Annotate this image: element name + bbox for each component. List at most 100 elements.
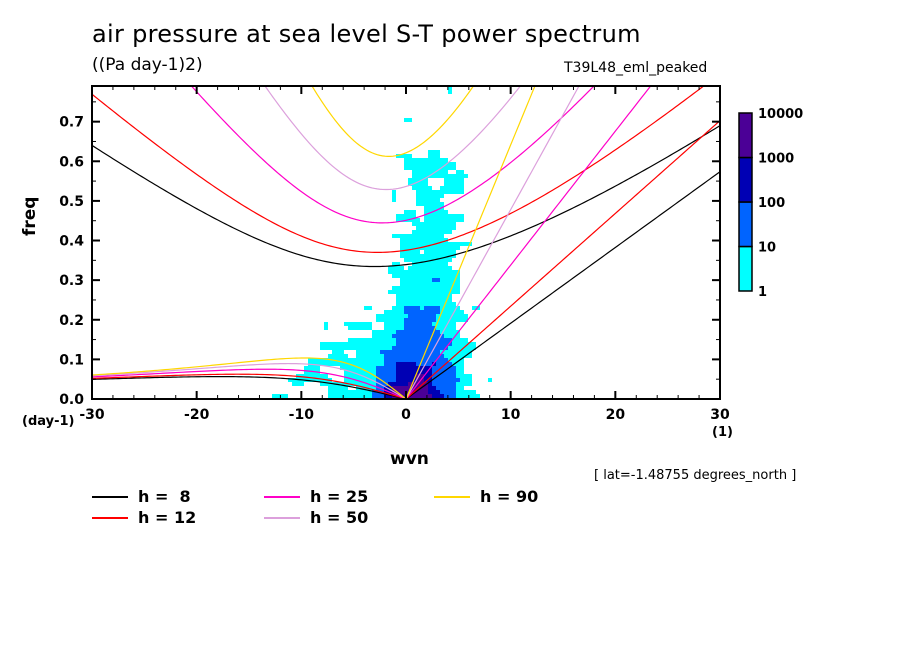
contour-cell	[420, 362, 424, 366]
y-tick-label: 0.2	[59, 313, 84, 329]
contour-cell	[416, 330, 420, 334]
contour-cell	[460, 366, 464, 370]
contour-cell	[328, 354, 332, 358]
contour-cell	[416, 338, 420, 342]
contour-cell	[464, 242, 468, 246]
contour-cell	[420, 274, 424, 278]
contour-cell	[408, 118, 412, 122]
contour-cell	[436, 322, 440, 326]
contour-cell	[420, 310, 424, 314]
contour-cell	[428, 314, 432, 318]
colorbar-segment	[738, 156, 753, 203]
contour-cell	[404, 258, 408, 262]
contour-cell	[400, 342, 404, 346]
contour-cell	[440, 234, 444, 238]
contour-cell	[388, 326, 392, 330]
contour-cell	[400, 294, 404, 298]
contour-cell	[404, 378, 408, 382]
contour-cell	[416, 254, 420, 258]
contour-cell	[440, 338, 444, 342]
contour-cell	[440, 194, 444, 198]
contour-cell	[452, 190, 456, 194]
contour-cell	[416, 234, 420, 238]
contour-cell	[424, 178, 428, 182]
contour-cell	[416, 190, 420, 194]
contour-cell	[456, 246, 460, 250]
contour-cell	[428, 170, 432, 174]
contour-cell	[452, 274, 456, 278]
contour-cell	[416, 294, 420, 298]
contour-cell	[448, 298, 452, 302]
contour-cell	[424, 358, 428, 362]
contour-cell	[424, 262, 428, 266]
contour-cell	[328, 390, 332, 394]
y-tick-label: 0.0	[59, 392, 84, 408]
contour-cell	[420, 370, 424, 374]
contour-cell	[448, 330, 452, 334]
contour-cell	[428, 358, 432, 362]
contour-cell	[408, 346, 412, 350]
contour-cell	[444, 254, 448, 258]
contour-cell	[448, 266, 452, 270]
contour-cell	[364, 378, 368, 382]
contour-cell	[400, 218, 404, 222]
contour-cell	[396, 326, 400, 330]
contour-cell	[348, 394, 352, 398]
contour-cell	[404, 346, 408, 350]
contour-cell	[444, 342, 448, 346]
contour-cell	[424, 374, 428, 378]
contour-cell	[396, 366, 400, 370]
contour-cell	[436, 206, 440, 210]
contour-cell	[416, 166, 420, 170]
contour-cell	[408, 214, 412, 218]
contour-cell	[396, 358, 400, 362]
contour-cell	[312, 374, 316, 378]
contour-cell	[368, 362, 372, 366]
contour-cell	[344, 342, 348, 346]
contour-cell	[468, 346, 472, 350]
contour-cell	[432, 266, 436, 270]
contour-cell	[396, 350, 400, 354]
contour-cell	[416, 322, 420, 326]
contour-cell	[336, 386, 340, 390]
contour-cell	[396, 314, 400, 318]
contour-cell	[408, 166, 412, 170]
contour-cell	[360, 342, 364, 346]
contour-cell	[388, 342, 392, 346]
contour-cell	[412, 342, 416, 346]
contour-cell	[280, 394, 284, 398]
contour-cell	[456, 178, 460, 182]
contour-cell	[412, 214, 416, 218]
contour-cell	[448, 162, 452, 166]
contour-cell	[428, 274, 432, 278]
contour-cell	[448, 242, 452, 246]
contour-cell	[308, 358, 312, 362]
contour-cell	[432, 194, 436, 198]
contour-cell	[416, 310, 420, 314]
contour-cell	[436, 278, 440, 282]
contour-cell	[428, 390, 432, 394]
contour-cell	[420, 298, 424, 302]
contour-cell	[416, 170, 420, 174]
contour-cell	[424, 270, 428, 274]
contour-cell	[400, 346, 404, 350]
contour-cell	[360, 378, 364, 382]
contour-cell	[340, 390, 344, 394]
contour-cell	[460, 394, 464, 398]
contour-cell	[420, 242, 424, 246]
contour-cell	[424, 182, 428, 186]
contour-cell	[404, 330, 408, 334]
contour-cell	[296, 382, 300, 386]
contour-cell	[424, 366, 428, 370]
contour-cell	[452, 386, 456, 390]
contour-cell	[436, 358, 440, 362]
contour-cell	[356, 390, 360, 394]
ig-curve-h12	[92, 86, 705, 253]
contour-cell	[432, 158, 436, 162]
contour-cell	[452, 378, 456, 382]
contour-cell	[356, 394, 360, 398]
contour-cell	[432, 278, 436, 282]
contour-cell	[408, 302, 412, 306]
contour-cell	[392, 358, 396, 362]
contour-cell	[444, 382, 448, 386]
